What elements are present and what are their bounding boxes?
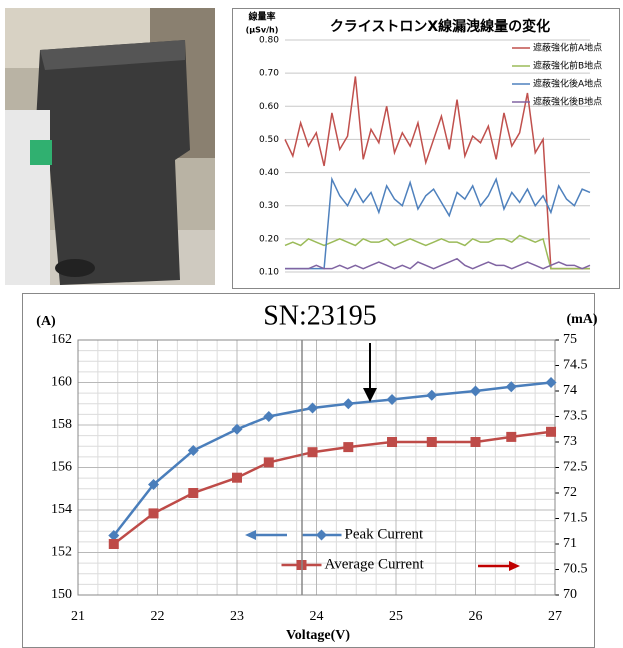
plots: 0.10 0.20 0.30 0.40 0.50 0.60 0.70 0.80 遮蔽強化前A地点… — [51, 36, 602, 625]
point — [148, 479, 160, 490]
x-axis-label: Voltage(V) — [286, 628, 350, 643]
y2-tick-label: 74 — [563, 383, 577, 398]
point — [506, 431, 517, 442]
point — [108, 539, 119, 549]
series-line — [284, 234, 590, 270]
point — [263, 457, 274, 468]
y2-tick-label: 72 — [563, 485, 577, 500]
y-tick-label: 156 — [51, 460, 72, 475]
y-tick-label: 152 — [51, 545, 72, 560]
point — [148, 508, 159, 519]
legend-marker — [316, 529, 327, 541]
point — [187, 445, 199, 456]
y-tick-label: 0.30 — [259, 201, 279, 211]
photo-cable — [30, 140, 52, 165]
x-tick-label: 21 — [71, 609, 85, 624]
y-axis-label: 線量率 — [248, 11, 275, 23]
point — [546, 426, 557, 437]
y-tick-label: 0.50 — [259, 135, 279, 145]
photo-part — [55, 259, 95, 277]
plot-frame — [77, 339, 556, 596]
y-tick-label: 0.70 — [259, 69, 279, 79]
series-line — [113, 430, 552, 545]
point — [426, 437, 437, 447]
y2-tick-label: 70 — [563, 587, 577, 602]
x-tick-label: 25 — [389, 609, 403, 624]
y2-axis-unit: (mA) — [566, 312, 597, 327]
y2-tick-label: 71 — [563, 536, 577, 551]
point — [343, 442, 354, 453]
y-tick-label: 0.40 — [259, 168, 279, 178]
legend-label: 遮蔽強化前A地点 — [533, 42, 602, 54]
point — [387, 437, 398, 447]
x-tick-label: 24 — [310, 609, 324, 624]
point — [386, 394, 398, 405]
point — [307, 402, 319, 414]
chart-frame — [232, 8, 620, 289]
photo-klystron — [35, 40, 190, 285]
y2-tick-label: 73.5 — [563, 409, 588, 424]
y2-tick-label: 75 — [563, 332, 577, 347]
legend-label: 遮蔽強化後A地点 — [533, 78, 602, 90]
point — [307, 447, 318, 458]
point — [470, 437, 481, 447]
axis-arrow-head — [245, 530, 256, 540]
legend-label: 遮蔽強化後B地点 — [533, 96, 602, 108]
chart-frame — [22, 293, 595, 648]
series-line — [112, 381, 552, 537]
y2-tick-label: 72.5 — [563, 460, 588, 475]
axis-arrow-head — [509, 561, 520, 571]
y-tick-label: 158 — [51, 417, 72, 432]
point — [188, 488, 199, 498]
y-tick-label: 154 — [51, 502, 72, 517]
chart-title: クライストロンX線漏洩線量の変化 — [330, 18, 550, 35]
point — [231, 423, 243, 435]
point — [545, 377, 557, 388]
point — [232, 472, 242, 483]
photo-rack — [5, 110, 50, 285]
point — [426, 389, 438, 401]
y2-tick-label: 74.5 — [563, 358, 588, 373]
y2-tick-label: 70.5 — [563, 562, 588, 577]
point — [342, 398, 354, 410]
series-line — [284, 76, 590, 270]
point — [263, 411, 275, 422]
legend-label: Average Current — [325, 556, 425, 572]
y2-tick-label: 73 — [563, 434, 577, 449]
point — [505, 381, 517, 393]
y-axis-unit: (μSv/h) — [246, 26, 279, 35]
point — [108, 530, 120, 541]
y-tick-label: 150 — [51, 587, 72, 602]
legend-label: Peak Current — [345, 526, 425, 542]
chart-title: SN:23195 — [263, 300, 377, 331]
photo — [5, 8, 215, 285]
point — [470, 385, 481, 397]
y-tick-label: 160 — [51, 375, 72, 390]
y-tick-label: 0.20 — [259, 234, 279, 244]
series-line — [285, 176, 591, 270]
y-tick-label: 162 — [51, 332, 72, 347]
x-tick-label: 23 — [230, 609, 244, 624]
x-tick-label: 27 — [548, 609, 562, 624]
pointer-arrow-head — [363, 388, 377, 402]
y-tick-label: 0.60 — [259, 102, 279, 112]
y-tick-label: 0.10 — [259, 268, 279, 278]
y-tick-label: 0.80 — [259, 36, 279, 46]
series-line — [285, 257, 591, 270]
y-axis-unit: (A) — [36, 314, 56, 329]
x-tick-label: 22 — [151, 609, 165, 624]
x-tick-label: 26 — [469, 609, 483, 624]
legend-label: 遮蔽強化前B地点 — [533, 60, 602, 72]
y2-tick-label: 71.5 — [563, 511, 588, 526]
photo-klystron-top — [40, 40, 185, 70]
